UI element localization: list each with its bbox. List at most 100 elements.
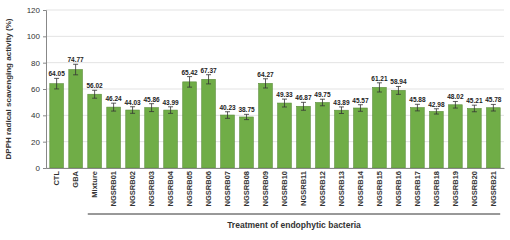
x-tick-label: NGSRB15 [375,171,384,206]
y-tick: 100 [27,32,46,41]
error-bar [472,105,477,112]
bar [69,70,83,168]
error-bar [111,103,116,111]
bar [50,84,64,168]
bar [88,94,102,168]
bar [278,103,292,168]
bar [335,110,349,168]
x-tick: NGSRB01 [109,168,118,206]
x-tick: NGSRB06 [204,168,213,206]
y-tick-mark [43,63,46,64]
grid [46,10,504,168]
x-tick: NGSRB09 [261,168,270,206]
x-tick-label: NGSRB09 [261,171,270,206]
x-axis-title: Treatment of endophytic bacteria [227,220,361,230]
grid-line [46,62,504,63]
x-tick-label: GBA [71,170,80,187]
x-tick-label: NGSRB21 [489,171,498,206]
x-tick-label: NGSRB04 [166,170,175,206]
x-tick-label: NGSRB13 [337,171,346,206]
data-label: 40.23 [219,104,236,111]
data-label: 58.94 [390,78,407,85]
y-tick: 120 [27,6,46,15]
error-bar [244,114,249,119]
data-label: 48.02 [447,93,464,100]
x-tick: NGSRB21 [489,168,498,206]
error-bar [434,109,439,114]
bar [449,105,463,168]
data-label: 49.75 [314,91,331,98]
error-bar [130,107,135,114]
bar [126,110,140,168]
x-tick-label: NGSRB05 [185,171,194,206]
data-label: 45.88 [409,96,426,103]
x-tick: NGSRB11 [299,168,308,206]
x-tick-label: Mixture [90,171,99,198]
bar [164,110,178,168]
bar [202,79,216,168]
y-tick-mark [43,10,46,11]
error-bar [168,107,173,114]
x-tick-label: NGSRB02 [128,171,137,206]
x-tick: NGSRB20 [470,168,479,206]
bar [468,108,482,168]
y-tick-label: 120 [27,6,41,15]
data-label: 38.75 [238,106,255,113]
data-label: 45.21 [466,97,483,104]
y-tick: 80 [31,59,46,68]
bar [316,102,330,168]
y-tick: 0 [36,164,46,173]
x-tick-label: NGSRB19 [451,171,460,206]
y-tick-label: 80 [31,59,40,68]
x-tick: NGSRB18 [432,168,441,206]
x-tick: NGSRB17 [413,168,422,206]
bar [354,108,368,168]
x-tick: NGSRB07 [223,168,232,206]
data-label: 45.78 [485,96,502,103]
error-bars [54,64,496,119]
bars [50,64,500,168]
grid-line [46,36,504,37]
y-axis: 020406080100120 [27,6,47,173]
x-tick-label: NGSRB03 [147,171,156,206]
x-tick-label: NGSRB07 [223,171,232,206]
data-label: 45.57 [352,97,369,104]
x-tick: NGSRB16 [394,168,403,206]
error-bar [149,104,154,112]
y-tick-label: 0 [36,164,41,173]
data-labels: 64.0574.7756.0246.2444.0345.8643.9965.42… [48,56,501,113]
data-label: 74.77 [67,56,84,63]
x-tick-label: NGSRB17 [413,171,422,206]
bar [392,90,406,168]
error-bar [73,64,78,75]
data-label: 64.27 [257,71,274,78]
bar [259,83,273,168]
bar [373,87,387,168]
x-tick-label: NGSRB16 [394,171,403,206]
error-bar [206,75,211,84]
error-bar [491,104,496,111]
data-label: 64.05 [48,70,65,77]
bar [487,108,501,168]
error-bar [54,78,59,89]
x-tick: NGSRB19 [451,168,460,206]
error-bar [339,107,344,114]
x-tick: GBA [71,168,80,188]
data-label: 46.24 [105,95,122,102]
y-tick-mark [43,89,46,90]
x-tick: NGSRB10 [280,168,289,206]
error-bar [263,79,268,88]
data-label: 43.89 [333,99,350,106]
y-axis-title: DPPH radical scavenging activity (%) [4,18,13,159]
x-tick: NGSRB12 [318,168,327,206]
data-label: 44.03 [124,99,141,106]
bar [183,82,197,168]
y-tick: 40 [31,111,46,120]
y-tick-label: 60 [31,85,40,94]
y-tick-label: 40 [31,111,40,120]
x-tick-label: NGSRB08 [242,171,251,206]
data-label: 67.37 [200,67,217,74]
error-bar [415,104,420,111]
x-tick-label: NGSRB01 [109,171,118,206]
chart: 020406080100120CTLGBAMixtureNGSRB01NGSRB… [0,0,510,240]
